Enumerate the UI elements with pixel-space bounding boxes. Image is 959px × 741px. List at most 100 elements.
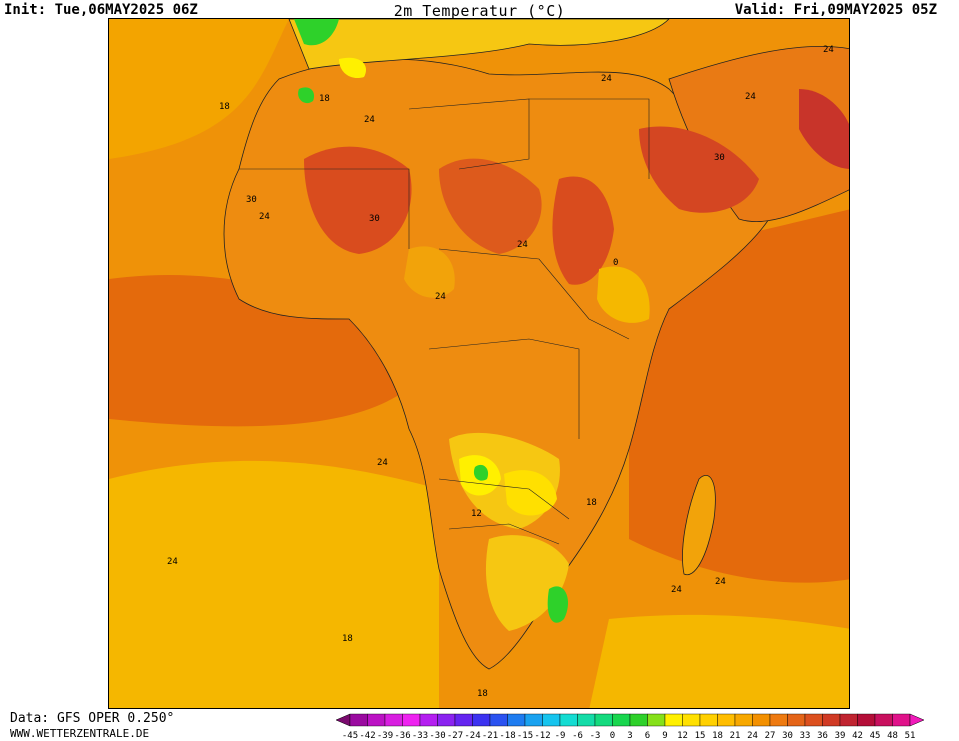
contour-label: 24 [259, 212, 270, 222]
website-label: WWW.WETTERZENTRALE.DE [10, 727, 150, 740]
atlas-cold [298, 87, 315, 104]
legend-tick-label: 48 [887, 731, 898, 741]
madagascar [682, 475, 716, 576]
legend-tick-label: 30 [782, 731, 793, 741]
legend-swatch [892, 713, 911, 727]
legend-swatch [734, 713, 753, 727]
legend-arrow-min [335, 713, 351, 727]
temperature-map: 18 18 24 24 24 24 24 24 24 24 24 24 24 3… [108, 18, 850, 709]
contour-label: 24 [167, 557, 178, 567]
legend-tick-label: -39 [377, 731, 393, 741]
legend-tick-label: -21 [482, 731, 498, 741]
contour-label: 0 [613, 258, 618, 268]
botswana-cold-spot [473, 464, 489, 481]
legend-swatch [384, 713, 403, 727]
legend-swatch [717, 713, 736, 727]
contour-label: 24 [823, 45, 834, 55]
legend-tick-label: 27 [765, 731, 776, 741]
legend-tick-label: -6 [572, 731, 583, 741]
legend-swatch [839, 713, 858, 727]
legend-tick-label: -9 [555, 731, 566, 741]
chad-hot [439, 158, 542, 254]
legend-tick-label: 12 [677, 731, 688, 741]
legend-arrow-max [909, 713, 925, 727]
country-borders [239, 98, 650, 545]
legend-swatch [402, 713, 421, 727]
contour-label: 24 [517, 240, 528, 250]
contour-label: 24 [671, 585, 682, 595]
south-indian-cool [589, 614, 849, 708]
contour-label: 24 [601, 74, 612, 84]
contour-label: 18 [319, 94, 330, 104]
contour-label: 30 [246, 195, 257, 205]
valid-time-label: Valid: Fri,09MAY2025 05Z [734, 2, 937, 18]
legend-swatch [489, 713, 508, 727]
legend-tick-label: -15 [517, 731, 533, 741]
contour-label: 18 [342, 634, 353, 644]
contour-label: 24 [435, 292, 446, 302]
legend-swatch [682, 713, 701, 727]
legend-tick-label: 33 [800, 731, 811, 741]
contour-label: 24 [377, 458, 388, 468]
legend-swatch [804, 713, 823, 727]
legend-swatch [349, 713, 368, 727]
arabia-hot [639, 126, 759, 213]
legend-swatch [367, 713, 386, 727]
legend-swatch [594, 713, 613, 727]
ethiopian-highlands [597, 266, 650, 323]
iberia-cold [294, 19, 339, 46]
legend-tick-label: -36 [394, 731, 410, 741]
legend-tick-label: -18 [499, 731, 515, 741]
legend-tick-label: 0 [610, 731, 615, 741]
contour-label: 24 [745, 92, 756, 102]
contour-label: 30 [714, 153, 725, 163]
legend-tick-label: 42 [852, 731, 863, 741]
contour-label: 18 [477, 689, 488, 699]
legend-tick-label: 45 [870, 731, 881, 741]
sudan-hot [552, 176, 614, 285]
legend-swatch [699, 713, 718, 727]
legend-swatch [437, 713, 456, 727]
map-canvas: 18 18 24 24 24 24 24 24 24 24 24 24 24 3… [109, 19, 849, 708]
legend-swatch [822, 713, 841, 727]
legend-swatch [787, 713, 806, 727]
north-atlantic-cool [109, 19, 289, 159]
legend-swatch [857, 713, 876, 727]
sahara-west-hot [304, 146, 412, 254]
cameroon-highlands [404, 246, 455, 298]
legend-swatch [647, 713, 666, 727]
legend-tick-label: 21 [730, 731, 741, 741]
legend-tick-label: 3 [627, 731, 632, 741]
color-legend: -45 -42 -39 -36 -33 -30 -27 -24 -21 -18 -15 -12 -9 -6… [335, 713, 925, 741]
legend-swatch [472, 713, 491, 727]
legend-tick-label: 39 [835, 731, 846, 741]
legend-tick-label: -27 [447, 731, 463, 741]
contour-label: 18 [219, 102, 230, 112]
zimbabwe-cool [504, 470, 557, 516]
indian-ocean-warm [629, 209, 849, 583]
legend-tick-label: -12 [534, 731, 550, 741]
legend-tick-label: 6 [645, 731, 650, 741]
atlas-cool [339, 57, 367, 79]
legend-swatch [524, 713, 543, 727]
legend-swatch [419, 713, 438, 727]
contour-label: 24 [715, 577, 726, 587]
legend-tick-label: -24 [464, 731, 480, 741]
legend-tick-label: 15 [695, 731, 706, 741]
contour-label: 30 [369, 214, 380, 224]
legend-tick-label: 24 [747, 731, 758, 741]
legend-swatch [507, 713, 526, 727]
legend-tick-label: -42 [359, 731, 375, 741]
legend-swatch [629, 713, 648, 727]
legend-swatch [559, 713, 578, 727]
south-atlantic-cool [109, 460, 439, 708]
lesotho-cold [547, 586, 569, 623]
legend-tick-label: -30 [429, 731, 445, 741]
legend-swatch [542, 713, 561, 727]
legend-swatch [612, 713, 631, 727]
legend-tick-label: 18 [712, 731, 723, 741]
legend-swatch [577, 713, 596, 727]
contour-label: 12 [471, 509, 482, 519]
gulf-hot [799, 89, 849, 169]
legend-swatch [454, 713, 473, 727]
